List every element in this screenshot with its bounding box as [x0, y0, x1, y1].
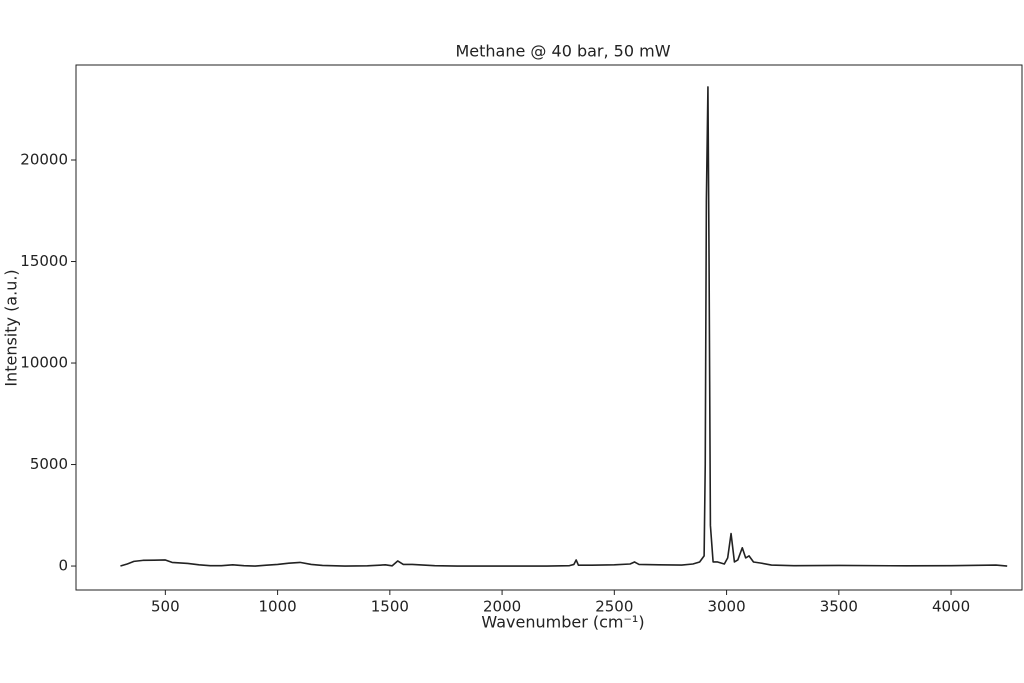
chart-title: Methane @ 40 bar, 50 mW [455, 42, 670, 61]
x-tick-label: 1000 [258, 598, 296, 616]
x-tick-label: 2000 [483, 598, 521, 616]
y-tick-label: 0 [58, 557, 68, 575]
x-tick-label: 2500 [595, 598, 633, 616]
x-axis-label: Wavenumber (cm⁻¹) [481, 613, 644, 632]
x-tick-label: 4000 [932, 598, 970, 616]
y-tick-label: 5000 [30, 455, 68, 473]
x-tick-label: 1500 [371, 598, 409, 616]
y-tick-label: 10000 [20, 354, 68, 372]
spectrum-line [120, 86, 1008, 567]
x-tick-label: 500 [151, 598, 180, 616]
x-tick-label: 3500 [820, 598, 858, 616]
y-tick-label: 20000 [20, 151, 68, 169]
y-axis-label: Intensity (a.u.) [2, 269, 21, 386]
x-tick-label: 3000 [707, 598, 745, 616]
y-tick-label: 15000 [20, 252, 68, 270]
plot-frame [75, 64, 1023, 591]
